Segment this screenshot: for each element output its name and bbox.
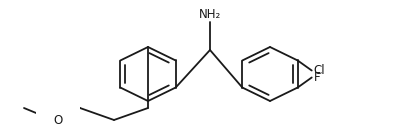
Text: Cl: Cl: [314, 64, 325, 77]
Text: O: O: [53, 113, 63, 126]
Text: NH₂: NH₂: [199, 8, 221, 21]
Text: F: F: [314, 71, 320, 84]
